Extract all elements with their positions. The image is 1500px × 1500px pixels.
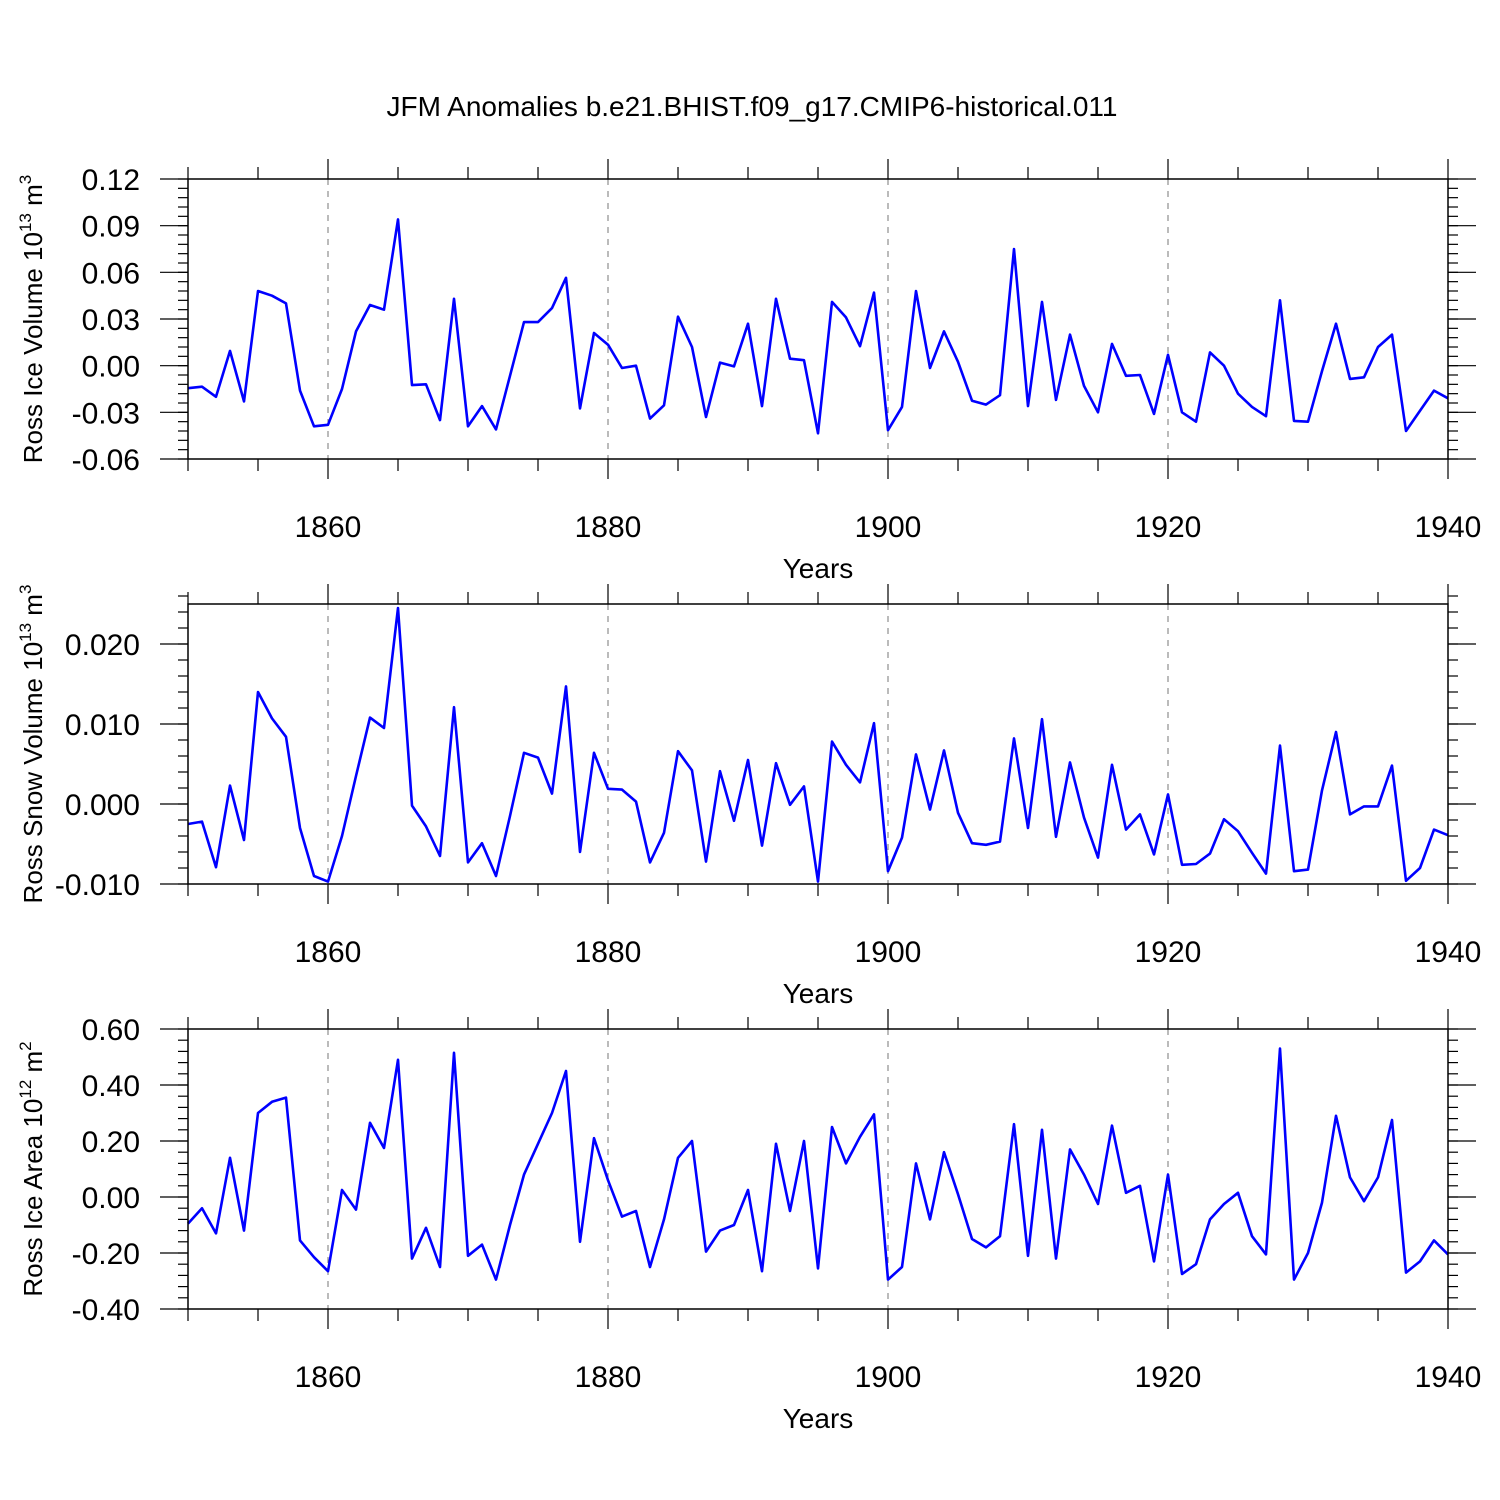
plot-frame [187,178,1449,460]
x-tick-label: 1880 [575,936,642,969]
y-axis-label: Ross Ice Area 1012 m2 [16,1041,48,1296]
y-tick-label: 0.09 [82,211,140,244]
y-tick-label: 0.00 [82,1182,140,1215]
chart-title: JFM Anomalies b.e21.BHIST.f09_g17.CMIP6-… [387,91,1118,122]
x-tick-label: 1940 [1415,936,1482,969]
y-tick-label: 0.000 [65,789,140,822]
y-tick-label: 0.00 [82,351,140,384]
y-axis-label: Ross Snow Volume 1013 m3 [16,585,48,904]
x-tick-label: 1900 [855,1361,922,1394]
y-axis-label-unit-exponent: 2 [16,1041,35,1050]
y-tick-label: -0.010 [55,869,140,902]
x-tick-label: 1860 [295,936,362,969]
x-tick-label: 1900 [855,936,922,969]
y-tick-label: -0.20 [72,1238,140,1271]
y-tick-label: 0.40 [82,1070,140,1103]
y-tick-label: 0.03 [82,304,140,337]
panel-ross-ice-area: -0.40 -0.20 0.00 0.20 0.40 0.60 1860 1880 1900 19… [16,1009,1481,1434]
y-tick-label: 0.06 [82,257,140,290]
series-line [187,218,1449,435]
y-axis-label-text: Ross Snow Volume 10 [18,642,48,904]
y-tick-label: 0.020 [65,629,140,662]
y-tick-label: 0.20 [82,1126,140,1159]
x-tick-label: 1900 [855,511,922,544]
y-axis-label-unit-exponent: 3 [16,585,35,594]
y-tick-label: 0.12 [82,164,140,197]
plot-frame [187,603,1449,885]
y-tick-label: -0.03 [72,397,140,430]
x-tick-label: 1940 [1415,511,1482,544]
y-axis-label-unit: m [18,594,48,623]
x-tick-label: 1860 [295,511,362,544]
y-tick-label: -0.06 [72,444,140,477]
x-axis-label: Years [783,1403,854,1434]
y-tick-label: 0.60 [82,1014,140,1047]
x-axis-label: Years [783,978,854,1009]
series-line [187,606,1449,883]
panel-ross-ice-volume: -0.06 -0.03 0.00 0.03 0.06 0.09 0.12 1860 1880 19… [16,159,1481,584]
y-axis-label-exponent: 12 [16,1080,35,1099]
x-tick-label: 1880 [575,511,642,544]
y-axis-label-exponent: 13 [16,213,35,232]
x-axis-label: Years [783,553,854,584]
y-axis-label-text: Ross Ice Area 10 [18,1099,48,1297]
x-tick-label: 1860 [295,1361,362,1394]
plot-frame [187,1028,1449,1310]
y-axis-label-exponent: 13 [16,623,35,642]
y-axis-label-unit: m [18,1051,48,1080]
y-axis-label-unit-exponent: 3 [16,175,35,184]
y-tick-label: 0.010 [65,709,140,742]
x-tick-label: 1920 [1135,936,1202,969]
y-axis-label-text: Ross Ice Volume 10 [18,232,48,463]
panel-ross-snow-volume: -0.010 0.000 0.010 0.020 1860 1880 1900 1920 194… [16,584,1481,1009]
x-tick-label: 1920 [1135,1361,1202,1394]
x-tick-label: 1880 [575,1361,642,1394]
y-axis-label-unit: m [18,184,48,213]
y-tick-label: -0.40 [72,1294,140,1327]
x-tick-label: 1940 [1415,1361,1482,1394]
series-line [187,1047,1449,1281]
y-axis-label: Ross Ice Volume 1013 m3 [16,175,48,464]
x-tick-label: 1920 [1135,511,1202,544]
